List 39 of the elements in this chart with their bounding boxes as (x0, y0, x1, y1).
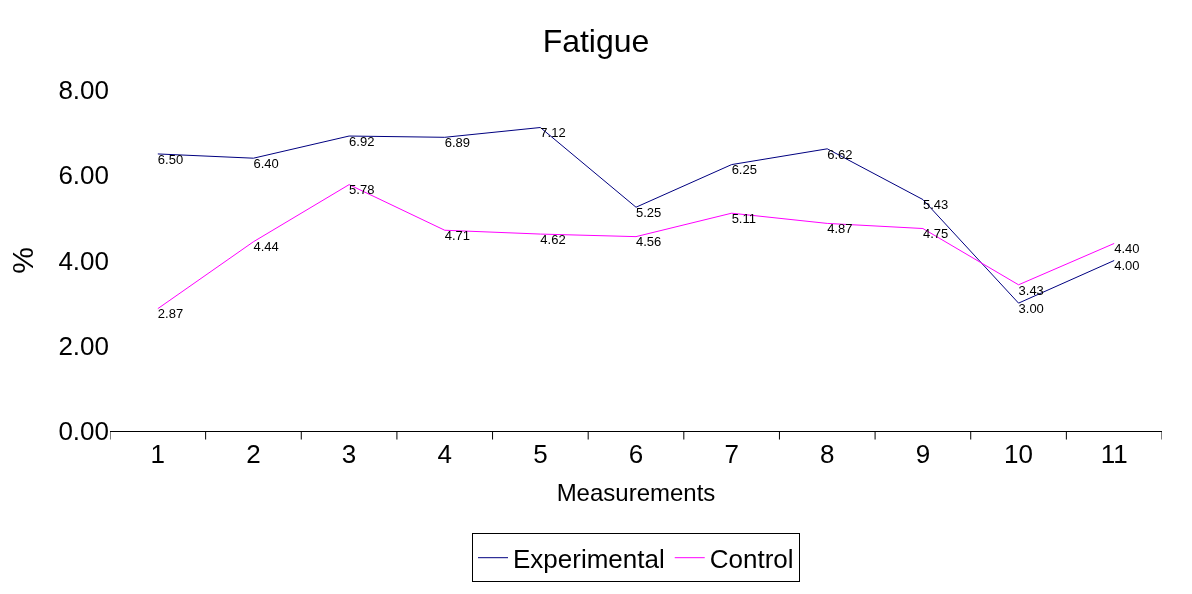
data-label: 5.11 (731, 210, 756, 226)
x-tick-label: 5 (533, 439, 548, 470)
data-label: 4.56 (636, 234, 662, 250)
x-tick-label: 4 (437, 439, 452, 470)
x-axis-title: Measurements (556, 478, 716, 506)
x-tick-label: 9 (915, 439, 931, 470)
x-tick-label: 8 (820, 439, 835, 470)
data-label: 4.00 (1114, 258, 1140, 274)
y-tick-label: 6.00 (58, 160, 109, 191)
data-label: 6.25 (731, 162, 757, 178)
x-tick-label: 7 (724, 439, 739, 470)
y-tick-label: 2.00 (58, 330, 109, 361)
data-label: 6.89 (444, 135, 471, 151)
line-series (157, 127, 1115, 304)
legend-label: Experimental (513, 543, 665, 574)
data-label: 4.87 (827, 221, 853, 237)
chart-title: Fatigue (542, 23, 650, 60)
data-label: 4.40 (1114, 241, 1140, 257)
legend-label: Control (709, 543, 794, 574)
x-tick-label: 11 (1100, 439, 1128, 470)
x-tick-label: 2 (246, 439, 261, 470)
y-tick-label: 0.00 (58, 416, 109, 447)
x-tick-label: 10 (1004, 439, 1034, 470)
data-label: 4.71 (444, 227, 471, 243)
data-label: 2.87 (157, 306, 184, 322)
x-tick-label: 3 (341, 439, 357, 470)
x-tick-label: 1 (150, 439, 166, 470)
y-tick-label: 8.00 (58, 75, 109, 106)
data-label: 3.43 (1018, 282, 1044, 298)
y-axis-title: % (6, 247, 40, 274)
data-label: 6.92 (349, 133, 375, 149)
data-label: 6.40 (253, 155, 279, 171)
data-label: 6.50 (157, 151, 184, 167)
data-label: 5.25 (636, 204, 662, 220)
y-tick-label: 4.00 (58, 245, 109, 276)
x-tick-label: 6 (628, 439, 644, 470)
data-label: 3.00 (1018, 300, 1044, 316)
data-label: 4.62 (540, 231, 566, 247)
data-label: 4.44 (253, 239, 279, 255)
